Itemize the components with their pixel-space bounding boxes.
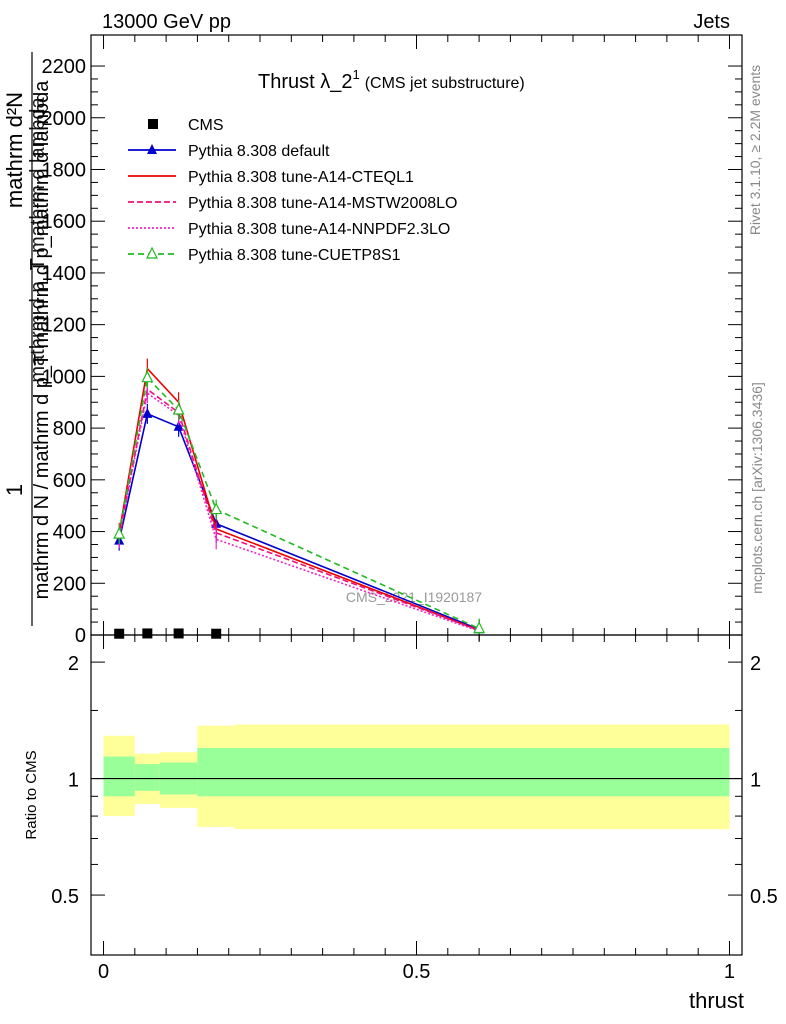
ratio-y-label: Ratio to CMS [23, 750, 40, 839]
cms-data-point [142, 628, 153, 639]
legend-marker [146, 246, 158, 259]
ratio-band-inner [103, 756, 135, 797]
plot-title: Thrust λ_21 (CMS jet substructure) [258, 67, 525, 93]
ratio-tick-group: 0.5 0.5 1 1 2 2 [51, 635, 778, 955]
title-superscript: 1 [352, 67, 359, 82]
main-series-group [113, 358, 486, 642]
process-label: Jets [693, 11, 730, 33]
main-ytick-label: 1000 [42, 366, 87, 388]
cms-data-point [173, 628, 184, 639]
main-ytick-label: 1600 [42, 211, 87, 233]
mcplots-label: mcplots.cern.ch [arXiv:1306.3436] [749, 382, 765, 594]
x-axis-label: thrust [689, 988, 744, 1013]
series-marker [113, 526, 126, 539]
main-ytick-label: 1200 [42, 315, 87, 337]
legend: CMS Pythia 8.308 default Pythia 8.308 tune… [128, 117, 457, 264]
cms-data-point [114, 628, 125, 639]
main-ytick-label: 2000 [42, 108, 87, 130]
ylabel-numerator: mathrm d²N [2, 92, 27, 208]
series-marker [172, 402, 185, 415]
ratio-ytick-label: 1 [68, 770, 79, 792]
legend-label: Pythia 8.308 tune-CUETP8S1 [188, 247, 401, 264]
xtick-label: 0.5 [403, 961, 431, 983]
main-ytick-label: 0 [75, 625, 86, 647]
ylabel-prefactor: 1 [2, 484, 27, 496]
main-ytick-label: 400 [53, 522, 86, 544]
series-marker [210, 502, 223, 515]
legend-label: CMS [188, 117, 224, 134]
legend-label: Pythia 8.308 default [188, 143, 330, 160]
ratio-band-inner [197, 747, 235, 797]
legend-cms-marker [148, 119, 158, 129]
main-panel: 0 200 400 600 800 1000 1200 1400 1600 1800 2000 220… [42, 34, 743, 647]
ratio-ytick-label-right: 2 [750, 653, 761, 675]
main-ytick-label: 2200 [42, 56, 87, 78]
main-ytick-label: 1400 [42, 263, 87, 285]
legend-marker [147, 144, 157, 154]
series-marker [473, 621, 486, 634]
xtick-label: 0 [98, 961, 109, 983]
main-ytick-label: 200 [53, 573, 86, 595]
main-ytick-label: 600 [53, 470, 86, 492]
ratio-ytick-label: 0.5 [51, 886, 79, 908]
cms-data-point [211, 628, 222, 639]
main-ytick-label: 1800 [42, 159, 87, 181]
ylabel-denominator: mathrm d N / mathrm d p_T mathrm d p_mat… [31, 80, 53, 600]
legend-label: Pythia 8.308 tune-A14-NNPDF2.3LO [188, 221, 450, 238]
x-axis: 0 0.5 1 [98, 961, 735, 983]
main-y-axis-label: 1 mathrm d²N mathrm d N / mathrm d p_T m… [2, 52, 53, 626]
main-tick-group: 0 200 400 600 800 1000 1200 1400 1600 1800 2000 220… [42, 35, 742, 647]
legend-label: Pythia 8.308 tune-A14-CTEQL1 [188, 169, 414, 186]
ratio-panel: 0.5 0.51 12 2 Ratio to CMS 0 0.5 1 thrust [23, 634, 778, 1013]
ratio-band-inner [134, 764, 160, 791]
title-main: Thrust λ_2 [258, 71, 352, 93]
ratio-ytick-label: 2 [68, 653, 79, 675]
main-ytick-label: 800 [53, 418, 86, 440]
rivet-version-label: Rivet 3.1.10, ≥ 2.2M events [747, 65, 763, 235]
series-marker [173, 420, 184, 431]
ratio-band-group [103, 724, 730, 830]
title-subtitle: (CMS jet substructure) [365, 75, 525, 92]
ratio-band-inner [234, 747, 730, 797]
ratio-ytick-label-right: 0.5 [750, 886, 778, 908]
series-marker [142, 407, 153, 418]
ylabel-denominator-overlap: mathrm d p_T mathrm d lambda [27, 96, 49, 382]
cms-data-group [114, 628, 222, 639]
ratio-ytick-label-right: 1 [750, 770, 761, 792]
ratio-plot-frame [90, 634, 743, 956]
legend-label: Pythia 8.308 tune-A14-MSTW2008LO [188, 195, 457, 212]
series-marker [141, 370, 154, 383]
xtick-label: 1 [724, 961, 735, 983]
energy-label: 13000 GeV pp [102, 11, 231, 33]
